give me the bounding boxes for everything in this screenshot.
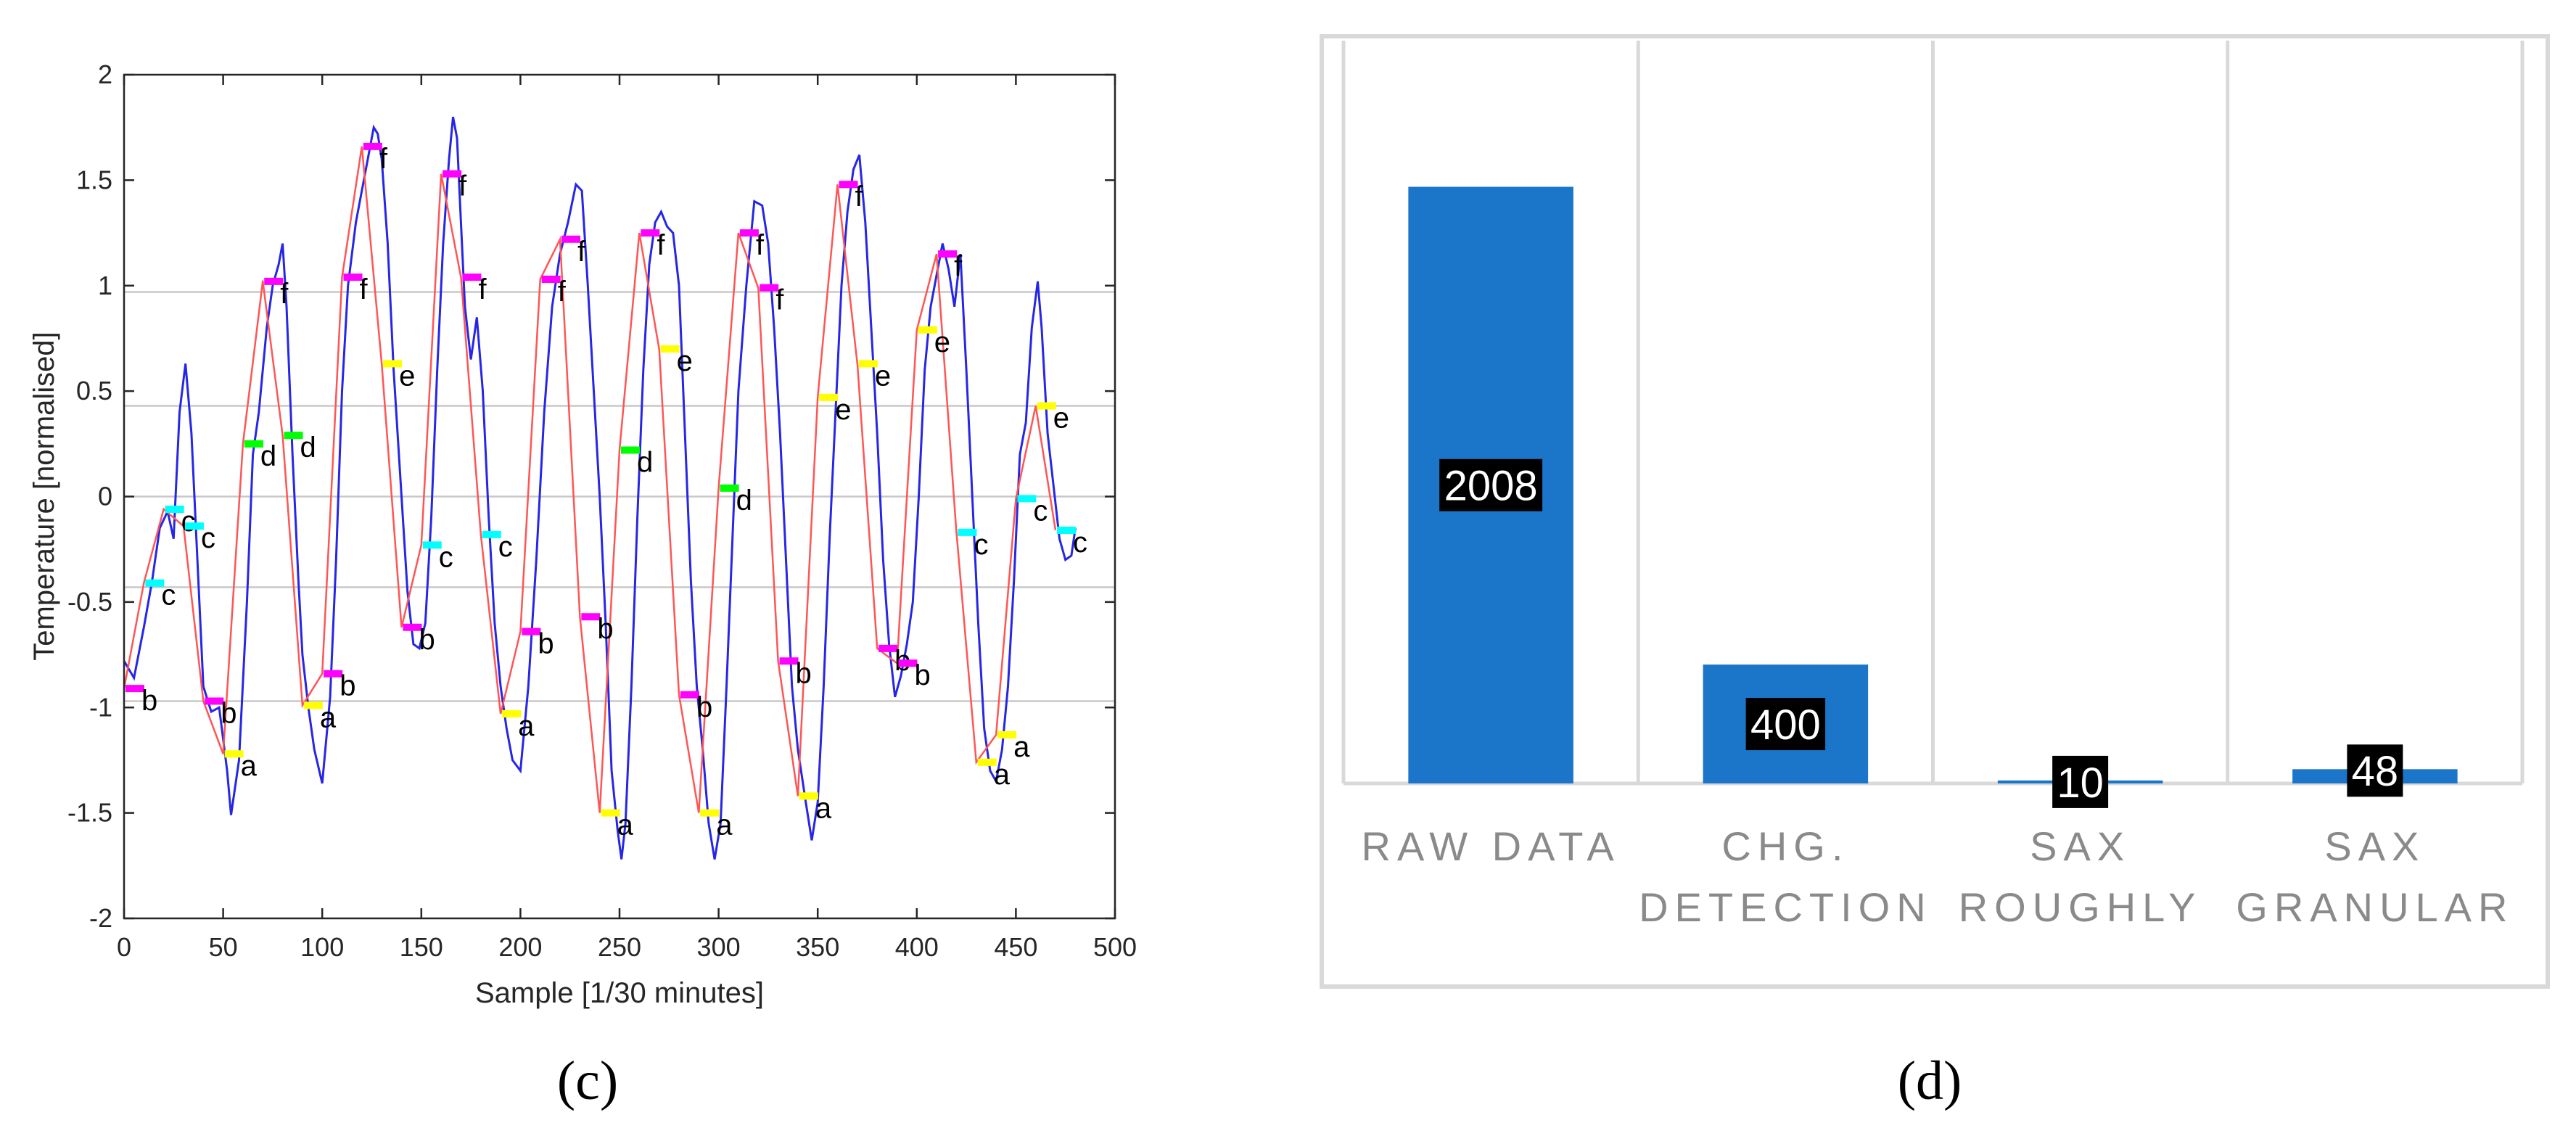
panel-c-line-chart: bcccbadfdabffebcffcabffbadfebadffbaefebb… (28, 59, 1137, 1111)
x-tick-label: 150 (400, 932, 443, 962)
sax-symbol-label: a (716, 810, 733, 841)
sax-symbol-label: c (498, 531, 513, 563)
value-label-box (2052, 755, 2109, 808)
category-label-line2: GRANULAR (2236, 884, 2514, 930)
value-label: 10 (2057, 760, 2104, 807)
sax-breakpoint-lines (124, 291, 1115, 702)
sax-symbol-label: a (994, 759, 1011, 791)
panel-d-bar-chart: 2008 400 10 48 RAW DATA CHG. DETECTION SAX ROUG… (1320, 34, 2550, 1111)
value-label-box (1439, 458, 1543, 511)
y-tick-label: -0.5 (67, 587, 112, 617)
category-label-line2: ROUGHLY (1959, 884, 2202, 930)
sax-symbol-label: f (478, 273, 487, 305)
category-label: CHG. (1721, 823, 1849, 869)
x-tick-label: 100 (300, 932, 344, 962)
sax-symbol-label: f (558, 276, 567, 308)
x-tick-label: 50 (209, 932, 238, 962)
x-tick-label: 300 (697, 932, 741, 962)
value-label-box (1745, 698, 1826, 751)
sax-symbol-label: c (1073, 527, 1087, 559)
y-tick-label: 2 (98, 59, 112, 89)
sax-symbol-markers: bcccbadfdabffebcffcabffbadfebadffbaefebb… (125, 142, 1087, 841)
x-tick-label: 250 (598, 932, 641, 962)
sax-symbol-label: f (379, 143, 388, 175)
temperature-signal-line (123, 116, 1077, 860)
y-tick-label: -1 (89, 692, 112, 722)
sax-symbol-label: b (597, 613, 613, 645)
sax-symbol-label: f (360, 273, 369, 305)
sax-symbol-label: c (181, 506, 196, 538)
y-axis-label: Temperature [normalised] (28, 332, 60, 661)
sax-symbol-label: e (875, 360, 891, 392)
x-tick-label: 450 (994, 932, 1037, 962)
sax-symbol-label: f (458, 170, 467, 202)
sax-symbol-label: f (577, 236, 586, 268)
sax-symbol-label: e (1053, 402, 1069, 434)
sax-symbol-label: e (677, 345, 693, 377)
sax-symbol-label: b (914, 659, 930, 691)
sax-symbol-label: a (1013, 731, 1030, 763)
sax-symbol-label: d (260, 440, 276, 472)
sax-symbol-label: c (974, 529, 988, 561)
x-axis-label: Sample [1/30 minutes] (475, 977, 764, 1009)
value-label: 2008 (1444, 463, 1538, 510)
sax-symbol-label: d (736, 485, 752, 516)
sax-symbol-label: b (696, 691, 712, 723)
sax-symbol-label: f (775, 284, 784, 316)
sax-symbol-label: d (300, 432, 316, 464)
sax-symbol-label: f (280, 278, 289, 310)
bar-value-labels: 2008 400 10 48 (1439, 458, 2403, 808)
category-label: SAX (2030, 823, 2131, 869)
y-tick-label: -1.5 (67, 798, 112, 828)
sax-symbol-label: c (1033, 495, 1048, 527)
sax-symbol-label: b (141, 685, 157, 717)
sax-symbol-label: b (796, 657, 812, 689)
sax-symbol-label: e (934, 326, 950, 358)
sax-symbol-label: a (617, 810, 634, 841)
sax-segment-staircase (123, 146, 1057, 813)
sax-symbol-label: b (419, 624, 435, 656)
x-tick-label: 200 (498, 932, 542, 962)
panel-label-c: (c) (557, 1050, 618, 1111)
value-label-box (2347, 744, 2403, 797)
y-tick-label: 0 (98, 482, 112, 511)
plot-frame (123, 73, 1116, 920)
x-tick-label: 0 (117, 932, 131, 962)
sax-symbol-label: a (320, 701, 337, 733)
value-label: 400 (1750, 701, 1821, 749)
sax-symbol-label: c (439, 541, 453, 573)
x-tick-label: 350 (796, 932, 839, 962)
sax-symbol-label: f (756, 229, 765, 261)
sax-symbol-label: c (161, 580, 176, 612)
y-tick-label: 1 (98, 271, 112, 300)
x-tick-labels: 0 50 100 150 200 250 300 350 400 450 500 (117, 932, 1137, 962)
sax-symbol-label: a (815, 792, 832, 824)
category-label: RAW DATA (1362, 823, 1621, 869)
sax-symbol-label: d (637, 447, 653, 479)
sax-symbol-label: a (518, 710, 535, 742)
sax-symbol-label: b (538, 628, 554, 660)
y-tick-label: 0.5 (76, 376, 112, 406)
sax-symbol-label: b (221, 698, 236, 730)
category-labels: RAW DATA CHG. DETECTION SAX ROUGHLY SAX GRANUL… (1362, 823, 2514, 930)
category-label-line2: DETECTION (1639, 884, 1933, 930)
x-tick-label: 400 (895, 932, 939, 962)
value-label: 48 (2352, 748, 2399, 795)
sax-symbol-label: f (657, 229, 665, 261)
sax-symbol-label: f (954, 250, 963, 282)
sax-symbol-label: e (835, 394, 851, 426)
sax-symbol-label: f (855, 181, 864, 213)
category-label: SAX (2324, 823, 2425, 869)
sax-symbol-label: e (399, 360, 415, 392)
y-tick-labels: 2 1.5 1 0.5 0 -0.5 -1 -1.5 -2 (67, 59, 112, 933)
sax-symbol-label: b (340, 670, 355, 702)
y-tick-label: -2 (89, 903, 112, 933)
x-tick-label: 500 (1093, 932, 1137, 962)
sax-symbol-label: a (241, 750, 258, 782)
sax-symbol-label: c (201, 522, 215, 554)
y-tick-label: 1.5 (76, 165, 112, 194)
panel-label-d: (d) (1898, 1050, 1962, 1111)
